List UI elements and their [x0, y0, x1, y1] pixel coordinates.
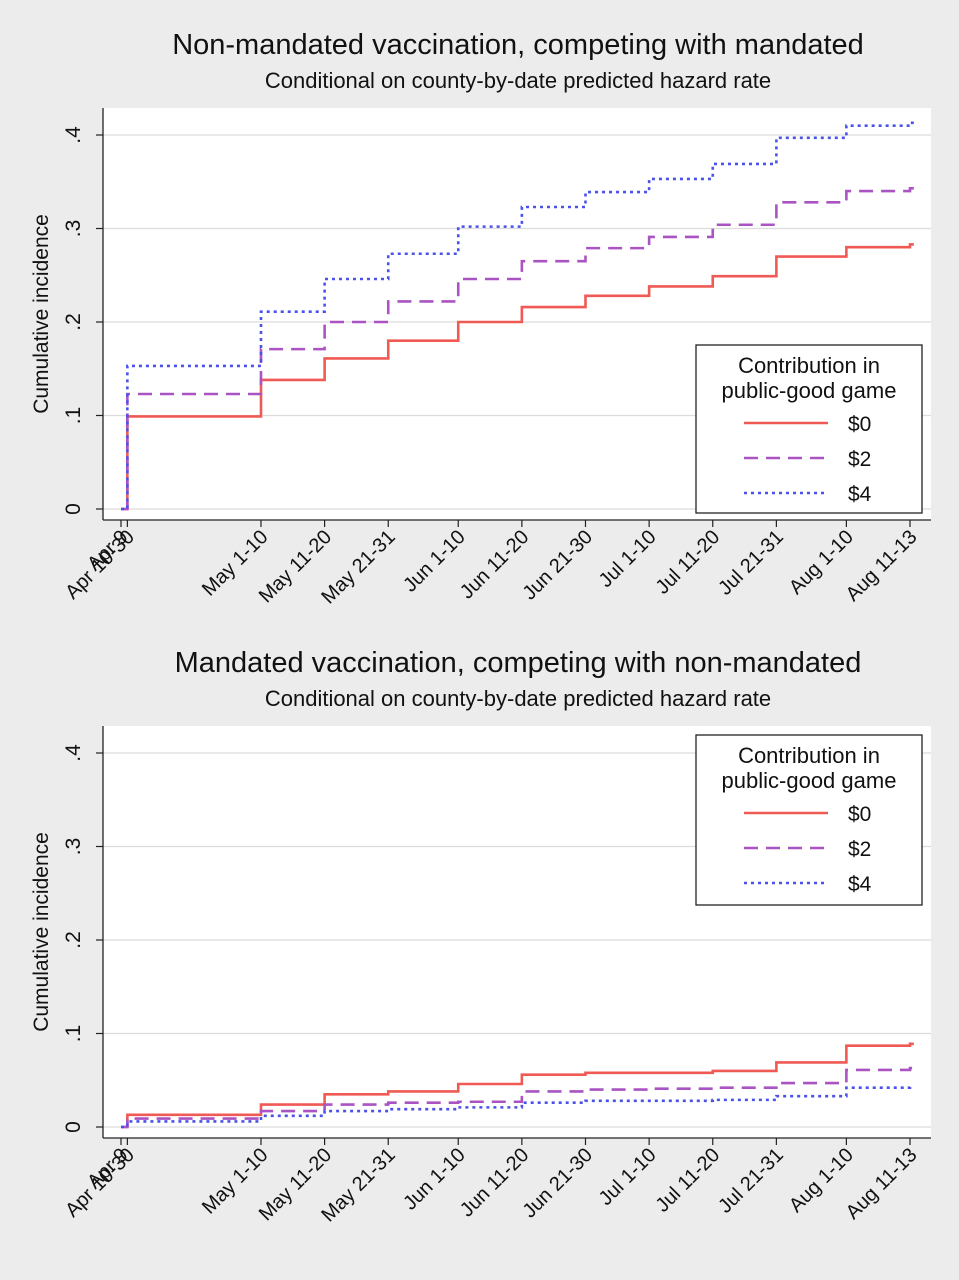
y-tick-label: .3 — [62, 220, 85, 238]
y-tick-label: .2 — [62, 931, 85, 949]
y-tick-label: .3 — [62, 838, 85, 856]
legend-title-line: public-good game — [722, 768, 897, 793]
x-tick-label: Apr 10-30 — [61, 1144, 139, 1222]
series-line-1 — [121, 1066, 914, 1129]
legend-title-line: Contribution in — [738, 353, 880, 378]
legend-title: Contribution in public-good game — [722, 353, 897, 403]
x-tick-label: Jul 21-31 — [714, 526, 788, 600]
x-tick-label: Jul 1-10 — [595, 1144, 661, 1210]
legend-box — [695, 344, 923, 514]
x-tick-label: Jun 21-30 — [519, 1144, 597, 1222]
chart-panel-1: Non-mandated vaccination, competing with… — [30, 29, 931, 608]
legend-box — [695, 734, 923, 906]
chart-subtitle: Conditional on county-by-date predicted … — [265, 686, 771, 711]
chart-panel-2: Mandated vaccination, competing with non… — [30, 647, 931, 1226]
series-line-0 — [121, 1042, 914, 1129]
chart-title: Mandated vaccination, competing with non… — [175, 647, 862, 679]
legend-title-line: public-good game — [722, 378, 897, 403]
series-line-1 — [121, 186, 914, 511]
x-tick-label: Jul 11-20 — [652, 526, 725, 599]
x-tick-label: Apr 10-30 — [61, 526, 139, 604]
x-tick-label: Jul 11-20 — [652, 1144, 725, 1217]
y-tick-label: .4 — [62, 744, 85, 762]
y-axis-label: Cumulative incidence — [30, 832, 53, 1032]
chart-title: Non-mandated vaccination, competing with… — [172, 29, 864, 61]
legend-label: $0 — [848, 413, 871, 436]
legend: Contribution in public-good game $0 $2 $4 — [695, 344, 923, 514]
x-tick-label: Jun 21-30 — [519, 526, 597, 604]
y-tick-label: .2 — [62, 313, 85, 331]
y-tick-label: 0 — [62, 503, 85, 515]
legend-label: $2 — [848, 448, 871, 471]
legend-title-line: Contribution in — [738, 743, 880, 768]
series-line-0 — [121, 243, 914, 511]
legend-label: $0 — [848, 803, 871, 826]
legend-label: $4 — [848, 873, 872, 896]
legend-label: $2 — [848, 838, 871, 861]
legend-label: $4 — [848, 483, 872, 506]
series-line-2 — [121, 1085, 914, 1129]
chart-subtitle: Conditional on county-by-date predicted … — [265, 68, 771, 93]
legend-title: Contribution in public-good game — [722, 743, 897, 793]
y-tick-label: .4 — [62, 126, 85, 144]
y-tick-label: 0 — [62, 1121, 85, 1133]
y-axis-label: Cumulative incidence — [30, 214, 53, 414]
legend: Contribution in public-good game $0 $2 $4 — [695, 734, 923, 906]
x-tick-label: Jul 1-10 — [595, 526, 661, 592]
y-tick-label: .1 — [62, 1025, 85, 1043]
y-tick-label: .1 — [62, 407, 85, 425]
x-tick-label: Jul 21-31 — [714, 1144, 788, 1218]
